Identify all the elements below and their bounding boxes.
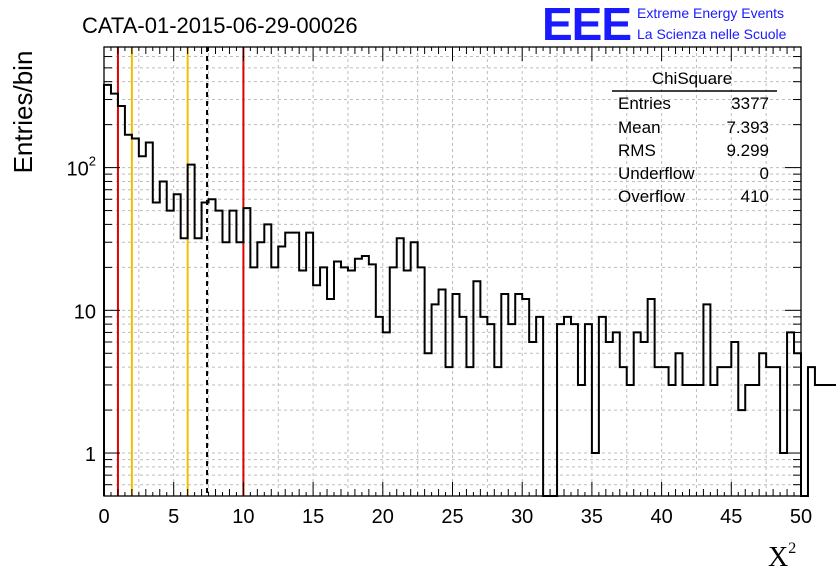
x-tick-labels: 0 5 10 15 20 25 30 35 40 45 50 — [98, 506, 812, 528]
stats-value-underflow: 0 — [760, 164, 769, 183]
x-tick-label: 15 — [302, 506, 324, 528]
x-tick-label: 20 — [372, 506, 394, 528]
stats-value-mean: 7.393 — [726, 118, 769, 137]
stats-label-mean: Mean — [618, 118, 661, 137]
y-axis-title: Entries/bin — [8, 51, 38, 174]
chart-title: CATA-01-2015-06-29-00026 — [82, 13, 358, 38]
x-tick-label: 30 — [511, 506, 533, 528]
x-tick-label: 45 — [720, 506, 742, 528]
y-tick-label: 10 — [74, 301, 96, 323]
y-tick-labels: 1 10 102 — [67, 154, 96, 466]
y-tick-label: 1 — [85, 444, 96, 466]
x-tick-label: 25 — [441, 506, 463, 528]
stats-label-underflow: Underflow — [618, 164, 695, 183]
reference-lines — [116, 47, 245, 496]
stats-value-rms: 9.299 — [726, 141, 769, 160]
logo-mark: EEE — [542, 0, 631, 50]
stats-header: ChiSquare — [652, 69, 732, 88]
stats-box: ChiSquare Entries 3377 Mean 7.393 RMS 9.… — [612, 69, 777, 206]
stats-value-entries: 3377 — [731, 94, 769, 113]
stats-value-overflow: 410 — [741, 187, 769, 206]
x-tick-label: 5 — [168, 506, 179, 528]
stats-label-entries: Entries — [618, 94, 671, 113]
axis-ticks — [103, 46, 802, 497]
y-tick-label: 102 — [67, 154, 96, 181]
logo-line-2: La Scienza nelle Scuole — [637, 26, 787, 42]
x-axis-title: X2 — [768, 540, 796, 572]
x-tick-label: 35 — [581, 506, 603, 528]
x-tick-label: 40 — [650, 506, 672, 528]
stats-label-overflow: Overflow — [618, 187, 686, 206]
x-tick-label: 10 — [232, 506, 254, 528]
x-tick-label: 0 — [98, 506, 109, 528]
x-tick-label: 50 — [790, 506, 812, 528]
eee-logo: EEE Extreme Energy Events La Scienza nel… — [542, 0, 787, 50]
stats-label-rms: RMS — [618, 141, 656, 160]
logo-line-1: Extreme Energy Events — [637, 5, 784, 21]
histogram-outline — [103, 83, 836, 497]
